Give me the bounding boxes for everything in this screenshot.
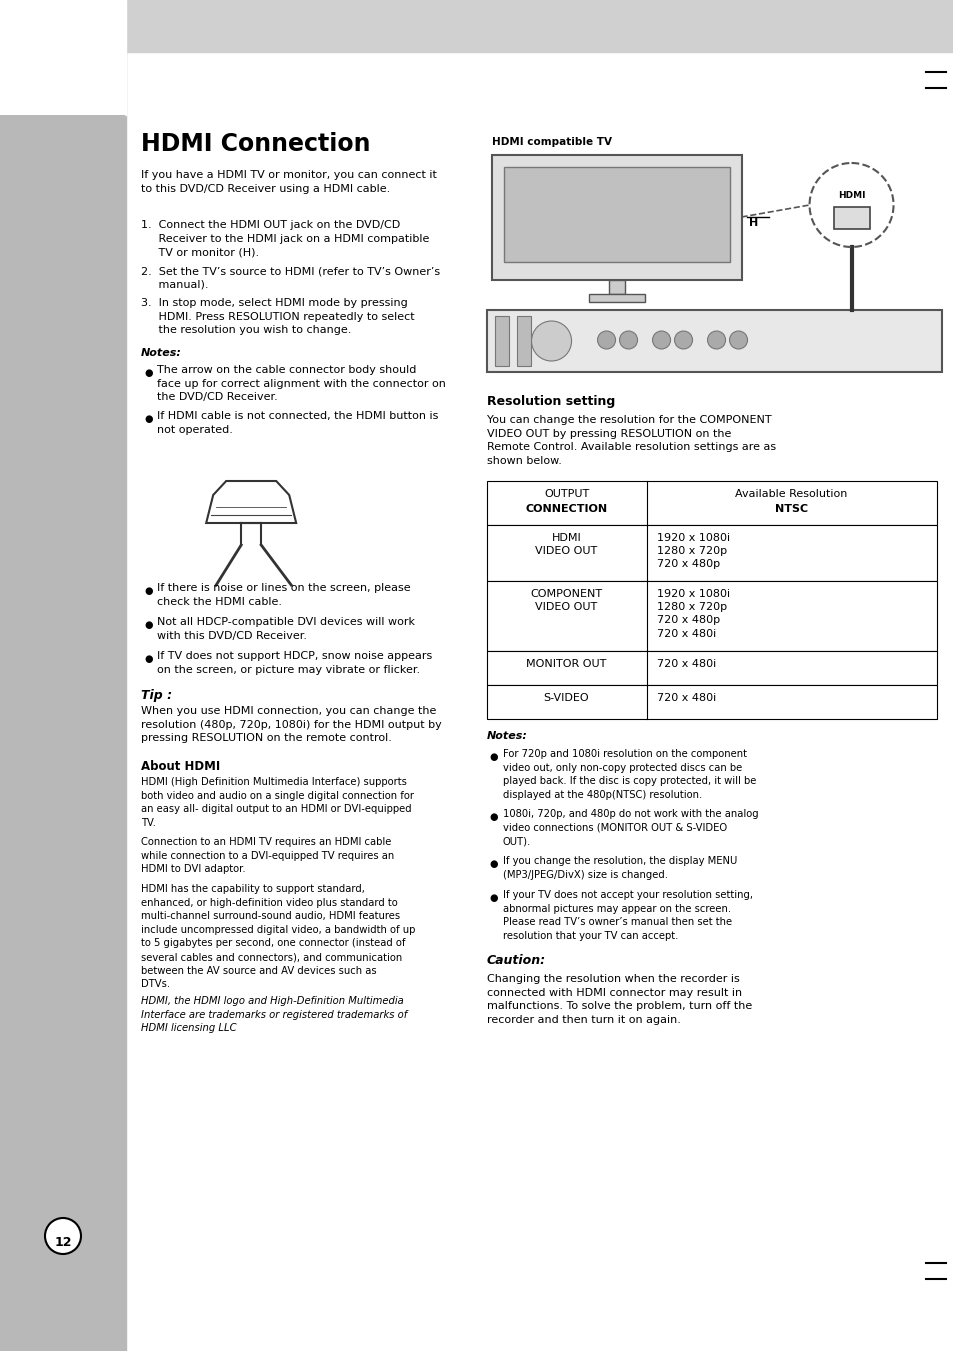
Circle shape (674, 331, 692, 349)
Circle shape (597, 331, 615, 349)
Text: Available Resolution: Available Resolution (735, 489, 847, 499)
Text: ●: ● (489, 859, 497, 869)
Text: Notes:: Notes: (141, 349, 182, 358)
Text: ●: ● (144, 654, 152, 663)
Text: HDMI: HDMI (837, 190, 864, 200)
Text: ●: ● (489, 812, 497, 821)
Bar (486, 526, 936, 581)
Text: When you use HDMI connection, you can change the
resolution (480p, 720p, 1080i) : When you use HDMI connection, you can ch… (141, 707, 441, 743)
Text: Connection to an HDMI TV requires an HDMI cable
while connection to a DVI-equipp: Connection to an HDMI TV requires an HDM… (141, 838, 394, 874)
Bar (0, 0, 126, 115)
Text: S-VIDEO: S-VIDEO (543, 693, 589, 703)
Text: H: H (748, 218, 757, 228)
Bar (486, 651, 936, 685)
Bar (486, 581, 936, 651)
Text: 1920 x 1080i
1280 x 720p
720 x 480p: 1920 x 1080i 1280 x 720p 720 x 480p (656, 534, 729, 569)
Text: ●: ● (144, 413, 152, 424)
Bar (0, 0, 126, 1351)
Text: HDMI (High Definition Multimedia Interface) supports
both video and audio on a s: HDMI (High Definition Multimedia Interfa… (141, 777, 414, 828)
Bar (494, 316, 508, 366)
Text: For 720p and 1080i resolution on the component
video out, only non-copy protecte: For 720p and 1080i resolution on the com… (502, 748, 755, 800)
Bar (516, 316, 530, 366)
Text: 12: 12 (54, 1236, 71, 1248)
Text: The arrow on the cable connector body should
face up for correct alignment with : The arrow on the cable connector body sh… (157, 365, 446, 403)
Bar (491, 155, 740, 280)
Text: ●: ● (144, 367, 152, 378)
Text: If you change the resolution, the display MENU
(MP3/JPEG/DivX) size is changed.: If you change the resolution, the displa… (502, 857, 736, 880)
Text: If your TV does not accept your resolution setting,
abnormal pictures may appear: If your TV does not accept your resoluti… (502, 890, 752, 940)
Text: COMPONENT
VIDEO OUT: COMPONENT VIDEO OUT (530, 589, 602, 612)
Text: 2.  Set the TV’s source to HDMI (refer to TV’s Owner’s
     manual).: 2. Set the TV’s source to HDMI (refer to… (141, 266, 440, 289)
Bar (486, 309, 941, 372)
Text: HDMI
VIDEO OUT: HDMI VIDEO OUT (535, 534, 597, 557)
Bar (608, 280, 624, 295)
Text: If HDMI cable is not connected, the HDMI button is
not operated.: If HDMI cable is not connected, the HDMI… (157, 411, 438, 435)
Circle shape (729, 331, 747, 349)
Text: NTSC: NTSC (774, 504, 807, 513)
Text: MONITOR OUT: MONITOR OUT (526, 659, 606, 669)
Circle shape (707, 331, 725, 349)
Text: You can change the resolution for the COMPONENT
VIDEO OUT by pressing RESOLUTION: You can change the resolution for the CO… (486, 415, 775, 466)
Text: OUTPUT: OUTPUT (543, 489, 589, 499)
Text: 1080i, 720p, and 480p do not work with the analog
video connections (MONITOR OUT: 1080i, 720p, and 480p do not work with t… (502, 809, 758, 846)
Text: 1.  Connect the HDMI OUT jack on the DVD/CD
     Receiver to the HDMI jack on a : 1. Connect the HDMI OUT jack on the DVD/… (141, 220, 429, 257)
Text: Caution:: Caution: (486, 954, 545, 967)
Text: Resolution setting: Resolution setting (486, 394, 614, 408)
Text: 1920 x 1080i
1280 x 720p
720 x 480p
720 x 480i: 1920 x 1080i 1280 x 720p 720 x 480p 720 … (656, 589, 729, 639)
Text: ●: ● (144, 586, 152, 596)
Text: HDMI compatible TV: HDMI compatible TV (491, 136, 611, 147)
Bar (486, 685, 936, 719)
Text: ●: ● (489, 753, 497, 762)
Bar (0, 0, 953, 51)
Text: 720 x 480i: 720 x 480i (656, 659, 715, 669)
Polygon shape (0, 115, 126, 250)
Text: CONNECTION: CONNECTION (525, 504, 607, 513)
Text: HDMI, the HDMI logo and High-Definition Multimedia
Interface are trademarks or r: HDMI, the HDMI logo and High-Definition … (141, 996, 407, 1034)
Text: ●: ● (144, 620, 152, 630)
Circle shape (652, 331, 670, 349)
Text: HDMI has the capability to support standard,
enhanced, or high-definition video : HDMI has the capability to support stand… (141, 884, 416, 989)
Circle shape (45, 1219, 81, 1254)
Text: About HDMI: About HDMI (141, 761, 220, 773)
Text: Notes:: Notes: (486, 731, 527, 740)
Bar (588, 295, 644, 303)
Text: ●: ● (489, 893, 497, 902)
Text: Changing the resolution when the recorder is
connected with HDMI connector may r: Changing the resolution when the recorde… (486, 974, 751, 1025)
Text: If you have a HDMI TV or monitor, you can connect it
to this DVD/CD Receiver usi: If you have a HDMI TV or monitor, you ca… (141, 170, 436, 193)
Text: 720 x 480i: 720 x 480i (656, 693, 715, 703)
Text: Not all HDCP-compatible DVI devices will work
with this DVD/CD Receiver.: Not all HDCP-compatible DVI devices will… (157, 617, 415, 640)
Text: HDMI Connection: HDMI Connection (141, 132, 371, 155)
Bar (503, 168, 729, 262)
Bar (486, 481, 936, 526)
Circle shape (531, 322, 571, 361)
Text: 3.  In stop mode, select HDMI mode by pressing
     HDMI. Press RESOLUTION repea: 3. In stop mode, select HDMI mode by pre… (141, 299, 415, 335)
Text: If there is noise or lines on the screen, please
check the HDMI cable.: If there is noise or lines on the screen… (157, 584, 411, 607)
Bar (833, 207, 868, 230)
Text: If TV does not support HDCP, snow noise appears
on the screen, or picture may vi: If TV does not support HDCP, snow noise … (157, 651, 432, 674)
Text: Tip :: Tip : (141, 689, 172, 703)
Circle shape (618, 331, 637, 349)
